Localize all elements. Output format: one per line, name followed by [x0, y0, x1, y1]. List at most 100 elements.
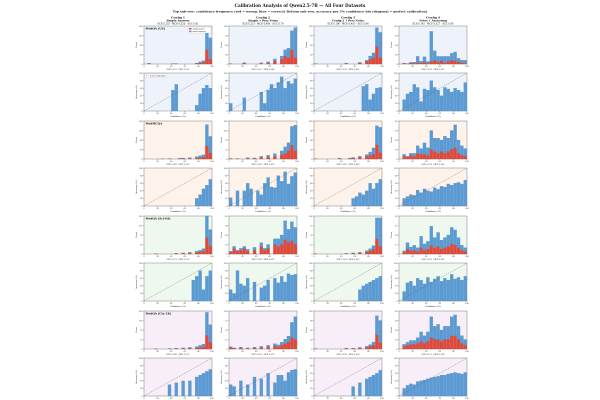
y-tick-label: 60 [225, 278, 228, 280]
panel-stats: ECE 0.271 · MCE 0.558 [167, 259, 191, 261]
bar-wrong [446, 151, 450, 160]
accuracy-bar [293, 172, 297, 207]
bar-wrong [198, 347, 202, 350]
perfect-calibration-line [143, 357, 213, 397]
perfect-calibration-line [313, 72, 383, 112]
y-tick-label: 0 [396, 254, 398, 256]
accuracy-bar [412, 84, 416, 112]
bar-wrong [286, 150, 291, 160]
accuracy-bar [208, 179, 212, 207]
bar-wrong [351, 348, 355, 350]
x-axis-label: Confidence (%) [170, 210, 186, 213]
accuracy-bar [208, 270, 212, 302]
x-tick-label: 100 [210, 113, 214, 115]
freq-y-label: Count [390, 42, 393, 48]
bar-correct [446, 138, 450, 152]
accuracy-bar [371, 280, 376, 302]
accuracy-bar [433, 278, 437, 302]
accuracy-bar [201, 373, 206, 397]
bar-correct [371, 341, 376, 346]
bar-correct [273, 238, 277, 245]
bar-wrong [375, 144, 379, 160]
accuracy-bar [290, 83, 294, 112]
x-tick-label: 20 [156, 398, 159, 400]
bar-wrong [273, 60, 277, 65]
accuracy-bar [416, 381, 420, 397]
x-tick-label: 80 [197, 161, 200, 163]
accuracy-bar [463, 276, 467, 302]
bar-correct [429, 316, 433, 338]
accuracy-bar [171, 90, 175, 112]
bar-correct [368, 248, 372, 252]
bar-wrong [205, 49, 209, 65]
bar-wrong [208, 342, 212, 350]
bar-wrong [405, 157, 410, 160]
y-tick-label: 100 [394, 358, 398, 360]
accuracy-bar [286, 273, 291, 302]
x-tick-label: 100 [210, 66, 214, 68]
x-tick-label: 80 [197, 208, 200, 210]
y-tick-label: 80 [395, 365, 398, 367]
bar-wrong [263, 250, 267, 255]
accuracy-bar [405, 93, 410, 112]
frequency-panel-frame [228, 310, 298, 350]
accuracy-bar [232, 386, 236, 397]
accuracy-bar [266, 90, 270, 112]
accuracy-bar [188, 380, 192, 397]
x-tick-label: 20 [241, 113, 244, 115]
accuracy-bar [201, 88, 206, 112]
y-tick-label: 105 [139, 320, 143, 322]
bar-wrong [416, 153, 420, 160]
y-tick-label: 0 [226, 254, 228, 256]
x-tick-label: 20 [411, 351, 414, 353]
accuracy-bar [273, 88, 277, 112]
x-tick-label: 40 [425, 113, 428, 115]
accuracy-bar [280, 76, 284, 112]
bar-wrong [416, 62, 420, 65]
frequency-panel-frame [398, 310, 468, 350]
accuracy-bar [409, 383, 413, 397]
x-tick-label: 100 [465, 208, 469, 210]
x-tick-label: 0 [313, 113, 315, 115]
bar-correct [195, 251, 199, 253]
y-tick-label: 30 [395, 320, 398, 322]
bar-wrong [402, 346, 406, 350]
panel-stats: ECE 0.253 · MCE 0.520 [167, 69, 191, 71]
bar-correct [429, 226, 433, 246]
bar-wrong [419, 247, 423, 255]
accuracy-bar [402, 291, 406, 302]
column-subtitle: Simple Answers [166, 19, 190, 23]
y-tick-label: 80 [225, 80, 228, 82]
bar-wrong [422, 250, 427, 255]
bar-correct [246, 249, 250, 252]
x-tick-label: 20 [156, 303, 159, 305]
x-tick-label: 0 [228, 113, 230, 115]
bar-correct [188, 347, 192, 349]
y-tick-label: 60 [310, 140, 313, 142]
accuracy-bar [436, 376, 440, 397]
y-tick-label: 20 [140, 293, 143, 295]
bar-correct [456, 139, 461, 154]
bar-correct [198, 250, 202, 252]
accuracy-bar [433, 376, 437, 397]
perfect-calibration-line [313, 262, 383, 302]
bar-wrong [290, 337, 294, 350]
bar-wrong [433, 339, 437, 350]
bar-correct [246, 157, 250, 159]
y-tick-label: 0 [396, 206, 398, 208]
bar-wrong [358, 252, 362, 255]
bar-correct [293, 27, 297, 58]
x-tick-label: 60 [184, 398, 187, 400]
accuracy-bar [450, 91, 454, 112]
x-tick-label: 80 [367, 303, 370, 305]
perfect-calibration-line [228, 262, 298, 302]
y-tick-label: 40 [140, 96, 143, 98]
y-tick-label: 60 [395, 45, 398, 47]
x-tick-label: 100 [380, 208, 384, 210]
y-tick-label: 40 [140, 381, 143, 383]
